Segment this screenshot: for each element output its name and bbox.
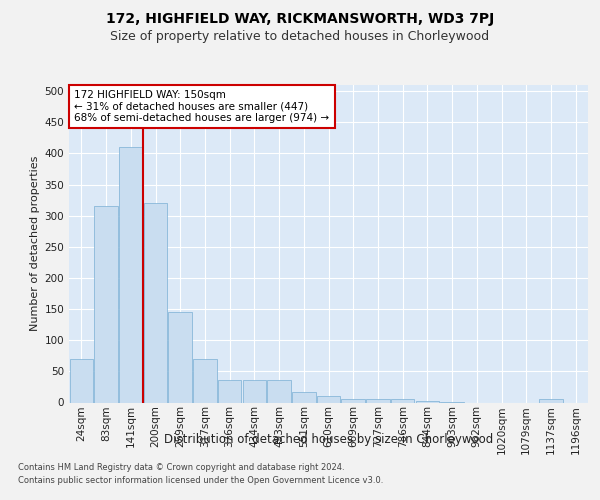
Text: Contains public sector information licensed under the Open Government Licence v3: Contains public sector information licen… [18, 476, 383, 485]
Bar [391, 399, 415, 402]
Bar [144, 204, 167, 402]
Bar [366, 399, 389, 402]
Y-axis label: Number of detached properties: Number of detached properties [30, 156, 40, 332]
Text: 172 HIGHFIELD WAY: 150sqm
← 31% of detached houses are smaller (447)
68% of semi: 172 HIGHFIELD WAY: 150sqm ← 31% of detac… [74, 90, 329, 123]
Bar [70, 359, 93, 403]
Bar [317, 396, 340, 402]
Bar [242, 380, 266, 402]
Bar [292, 392, 316, 402]
Bar [169, 312, 192, 402]
Text: Distribution of detached houses by size in Chorleywood: Distribution of detached houses by size … [164, 432, 493, 446]
Bar [193, 359, 217, 403]
Bar [341, 400, 365, 402]
Text: 172, HIGHFIELD WAY, RICKMANSWORTH, WD3 7PJ: 172, HIGHFIELD WAY, RICKMANSWORTH, WD3 7… [106, 12, 494, 26]
Bar [268, 380, 291, 402]
Bar [94, 206, 118, 402]
Bar [539, 400, 563, 402]
Bar [119, 148, 143, 402]
Text: Size of property relative to detached houses in Chorleywood: Size of property relative to detached ho… [110, 30, 490, 43]
Bar [218, 380, 241, 402]
Text: Contains HM Land Registry data © Crown copyright and database right 2024.: Contains HM Land Registry data © Crown c… [18, 462, 344, 471]
